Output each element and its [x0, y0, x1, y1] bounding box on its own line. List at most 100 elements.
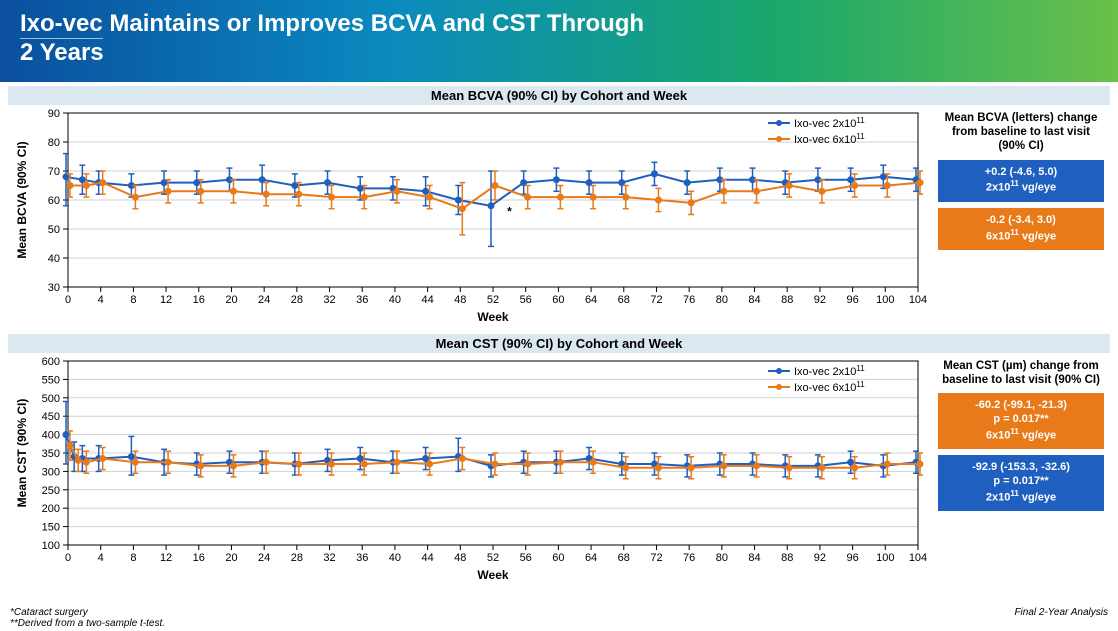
- svg-text:200: 200: [42, 503, 60, 515]
- side-panel-1: Mean BCVA (letters) change from baseline…: [928, 105, 1110, 330]
- svg-text:88: 88: [781, 552, 793, 564]
- svg-text:12: 12: [160, 552, 172, 564]
- svg-text:4: 4: [98, 552, 104, 564]
- side-panel-2: Mean CST (µm) change from baseline to la…: [928, 353, 1110, 588]
- svg-text:300: 300: [42, 466, 60, 478]
- svg-text:250: 250: [42, 484, 60, 496]
- svg-text:64: 64: [585, 294, 597, 306]
- svg-text:64: 64: [585, 552, 597, 564]
- svg-text:Ixo-vec 6x1011: Ixo-vec 6x1011: [794, 379, 865, 394]
- svg-text:500: 500: [42, 392, 60, 404]
- svg-text:92: 92: [814, 552, 826, 564]
- side2-box-0: -60.2 (-99.1, -21.3)p = 0.017**6x1011 vg…: [938, 393, 1104, 449]
- chart2-svg: 1001502002503003504004505005506000481216…: [8, 353, 928, 583]
- chart1-wrap: 3040506070809004812162024283236404448525…: [8, 105, 1110, 330]
- side1-box-1: -0.2 (-3.4, 3.0)6x1011 vg/eye: [938, 208, 1104, 250]
- svg-text:Ixo-vec 2x1011: Ixo-vec 2x1011: [794, 115, 865, 130]
- svg-text:8: 8: [130, 552, 136, 564]
- svg-text:28: 28: [291, 552, 303, 564]
- svg-text:68: 68: [618, 294, 630, 306]
- svg-text:80: 80: [48, 137, 60, 149]
- slide-title: Ixo-vec Maintains or Improves BCVA and C…: [20, 10, 1098, 68]
- svg-text:100: 100: [876, 294, 894, 306]
- svg-text:56: 56: [520, 552, 532, 564]
- svg-text:88: 88: [781, 294, 793, 306]
- svg-text:48: 48: [454, 552, 466, 564]
- footnotes: *Cataract surgery **Derived from a two-s…: [10, 607, 1108, 629]
- svg-text:52: 52: [487, 552, 499, 564]
- svg-text:96: 96: [846, 294, 858, 306]
- svg-text:80: 80: [716, 552, 728, 564]
- chart1-title: Mean BCVA (90% CI) by Cohort and Week: [8, 86, 1110, 105]
- slide-header: Ixo-vec Maintains or Improves BCVA and C…: [0, 0, 1118, 82]
- svg-text:104: 104: [909, 294, 927, 306]
- svg-text:72: 72: [650, 552, 662, 564]
- svg-text:0: 0: [65, 552, 71, 564]
- svg-text:4: 4: [98, 294, 104, 306]
- side2-title: Mean CST (µm) change from baseline to la…: [938, 359, 1104, 388]
- svg-text:*: *: [507, 204, 512, 218]
- svg-text:90: 90: [48, 108, 60, 120]
- svg-text:32: 32: [323, 552, 335, 564]
- svg-text:36: 36: [356, 294, 368, 306]
- svg-text:52: 52: [487, 294, 499, 306]
- svg-text:48: 48: [454, 294, 466, 306]
- svg-text:32: 32: [323, 294, 335, 306]
- svg-text:44: 44: [421, 294, 433, 306]
- svg-text:100: 100: [42, 540, 60, 552]
- svg-text:100: 100: [876, 552, 894, 564]
- svg-text:600: 600: [42, 356, 60, 368]
- svg-text:Week: Week: [477, 310, 508, 324]
- svg-text:36: 36: [356, 552, 368, 564]
- svg-text:450: 450: [42, 411, 60, 423]
- svg-text:28: 28: [291, 294, 303, 306]
- svg-text:84: 84: [748, 552, 760, 564]
- side2-box-1: -92.9 (-153.3, -32.6)p = 0.017**2x1011 v…: [938, 455, 1104, 511]
- svg-text:68: 68: [618, 552, 630, 564]
- svg-text:8: 8: [130, 294, 136, 306]
- svg-text:400: 400: [42, 429, 60, 441]
- svg-text:24: 24: [258, 552, 270, 564]
- svg-text:20: 20: [225, 294, 237, 306]
- svg-text:16: 16: [193, 294, 205, 306]
- svg-text:20: 20: [225, 552, 237, 564]
- svg-text:0: 0: [65, 294, 71, 306]
- svg-text:84: 84: [748, 294, 760, 306]
- footnote-1: *Cataract surgery: [10, 607, 165, 618]
- chart2-title: Mean CST (90% CI) by Cohort and Week: [8, 334, 1110, 353]
- footnote-2: **Derived from a two-sample t-test.: [10, 618, 165, 629]
- svg-text:104: 104: [909, 552, 927, 564]
- svg-text:72: 72: [650, 294, 662, 306]
- svg-text:60: 60: [552, 294, 564, 306]
- svg-text:40: 40: [48, 253, 60, 265]
- svg-text:16: 16: [193, 552, 205, 564]
- svg-text:Mean BCVA (90% CI): Mean BCVA (90% CI): [15, 141, 29, 258]
- svg-text:56: 56: [520, 294, 532, 306]
- svg-text:150: 150: [42, 521, 60, 533]
- svg-text:24: 24: [258, 294, 270, 306]
- svg-text:Mean CST (90% CI): Mean CST (90% CI): [15, 398, 29, 507]
- svg-text:350: 350: [42, 448, 60, 460]
- side1-box-0: +0.2 (-4.6, 5.0)2x1011 vg/eye: [938, 160, 1104, 202]
- chart1-svg: 3040506070809004812162024283236404448525…: [8, 105, 928, 325]
- svg-text:76: 76: [683, 552, 695, 564]
- svg-text:70: 70: [48, 166, 60, 178]
- side1-title: Mean BCVA (letters) change from baseline…: [938, 111, 1104, 154]
- brand-name: Ixo-vec: [20, 10, 103, 39]
- svg-text:30: 30: [48, 282, 60, 294]
- svg-text:60: 60: [48, 195, 60, 207]
- svg-text:76: 76: [683, 294, 695, 306]
- svg-text:80: 80: [716, 294, 728, 306]
- svg-text:Week: Week: [477, 568, 508, 582]
- svg-text:40: 40: [389, 294, 401, 306]
- svg-text:92: 92: [814, 294, 826, 306]
- svg-text:Ixo-vec 2x1011: Ixo-vec 2x1011: [794, 363, 865, 378]
- svg-text:40: 40: [389, 552, 401, 564]
- chart2-wrap: 1001502002503003504004505005506000481216…: [8, 353, 1110, 588]
- svg-text:550: 550: [42, 374, 60, 386]
- svg-text:12: 12: [160, 294, 172, 306]
- svg-text:50: 50: [48, 224, 60, 236]
- svg-text:60: 60: [552, 552, 564, 564]
- svg-text:96: 96: [846, 552, 858, 564]
- footnote-right: Final 2-Year Analysis: [1014, 607, 1108, 629]
